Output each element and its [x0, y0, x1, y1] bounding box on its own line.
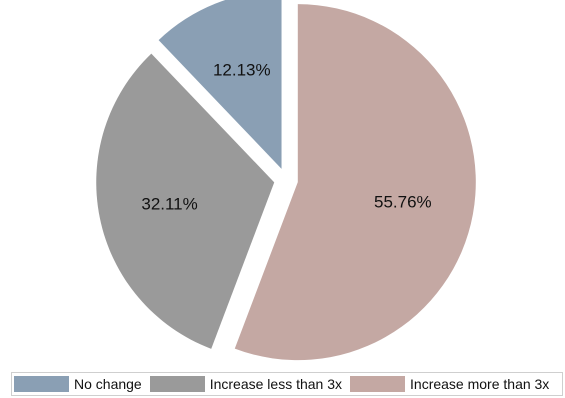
pie-slice-no-change — [158, 0, 282, 169]
pie-slice-increase-more-than-3x — [234, 4, 476, 361]
slice-label-increase-more-than-3x: 55.76% — [374, 192, 432, 211]
legend-label: Increase more than 3x — [410, 376, 550, 392]
legend-item-increase-less-than-3x: Increase less than 3x — [149, 376, 343, 392]
pie-slice-increase-less-than-3x — [96, 53, 275, 349]
legend-swatch-increase-less-than-3x — [149, 376, 205, 392]
slice-label-increase-less-than-3x: 32.11% — [141, 195, 197, 214]
pie-labels: 12.13% 32.11% 55.76% — [141, 61, 431, 214]
legend: No change Increase less than 3x Increase… — [11, 372, 563, 396]
legend-label: No change — [74, 376, 142, 392]
legend-item-no-change: No change — [14, 376, 142, 392]
legend-label: Increase less than 3x — [209, 376, 343, 392]
legend-item-increase-more-than-3x: Increase more than 3x — [350, 376, 549, 392]
pie-slices — [96, 0, 476, 361]
legend-swatch-increase-more-than-3x — [350, 376, 406, 392]
pie-chart: 12.13% 32.11% 55.76% — [96, 0, 476, 361]
legend-swatch-no-change — [14, 376, 69, 392]
slice-label-no-change: 12.13% — [213, 61, 271, 80]
